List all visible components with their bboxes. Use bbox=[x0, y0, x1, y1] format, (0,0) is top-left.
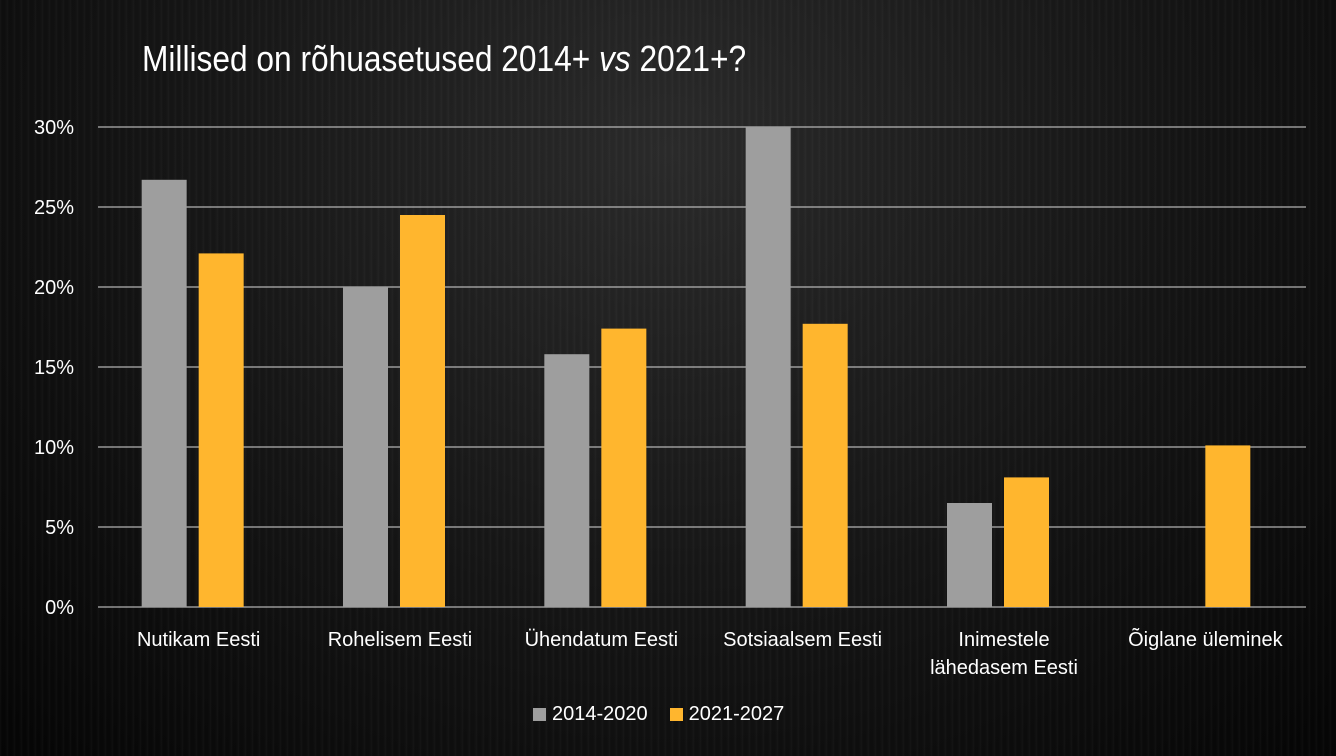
title-text-vs: vs bbox=[599, 38, 631, 79]
chart-title: Millised on rõhuasetused 2014+ vs 2021+? bbox=[142, 38, 746, 80]
y-tick-label: 5% bbox=[45, 517, 74, 539]
legend-item-2014: 2014-2020 bbox=[533, 703, 648, 726]
legend-item-2021: 2021-2027 bbox=[669, 703, 785, 726]
x-tick-label: Nutikam Eesti bbox=[137, 629, 260, 651]
x-tick-label: lähedasem Eesti bbox=[930, 657, 1078, 679]
x-tick-label: Inimestele bbox=[958, 629, 1049, 651]
title-text-pre: Millised on rõhuasetused 2014+ bbox=[142, 38, 591, 79]
legend-swatch-2021 bbox=[669, 708, 683, 721]
x-tick-label: Rohelisem Eesti bbox=[328, 629, 473, 651]
x-tick-label: Õiglane üleminek bbox=[1128, 627, 1284, 651]
y-tick-label: 15% bbox=[34, 357, 74, 379]
bar bbox=[745, 127, 791, 607]
legend-label-2021: 2021-2027 bbox=[688, 703, 785, 725]
title-text-post: 2021+? bbox=[639, 38, 747, 79]
bar bbox=[601, 328, 647, 607]
bar bbox=[544, 354, 590, 607]
bar bbox=[1004, 477, 1049, 607]
bar bbox=[400, 215, 445, 607]
legend-label-2014: 2014-2020 bbox=[552, 703, 648, 725]
y-tick-label: 0% bbox=[45, 597, 74, 619]
bar bbox=[198, 253, 244, 607]
y-tick-label: 10% bbox=[34, 437, 74, 459]
y-tick-label: 30% bbox=[34, 117, 74, 139]
y-tick-label: 25% bbox=[34, 197, 74, 219]
x-tick-label: Sotsiaalsem Eesti bbox=[723, 629, 882, 651]
x-tick-label: Ühendatum Eesti bbox=[525, 629, 678, 651]
bar bbox=[1205, 445, 1251, 607]
bar bbox=[141, 179, 187, 608]
legend: 2014-2020 2021-2027 bbox=[533, 703, 784, 726]
bar bbox=[802, 323, 848, 607]
bar bbox=[343, 287, 388, 607]
legend-swatch-2014 bbox=[533, 708, 546, 721]
bar bbox=[947, 503, 992, 607]
y-tick-label: 20% bbox=[34, 277, 74, 299]
